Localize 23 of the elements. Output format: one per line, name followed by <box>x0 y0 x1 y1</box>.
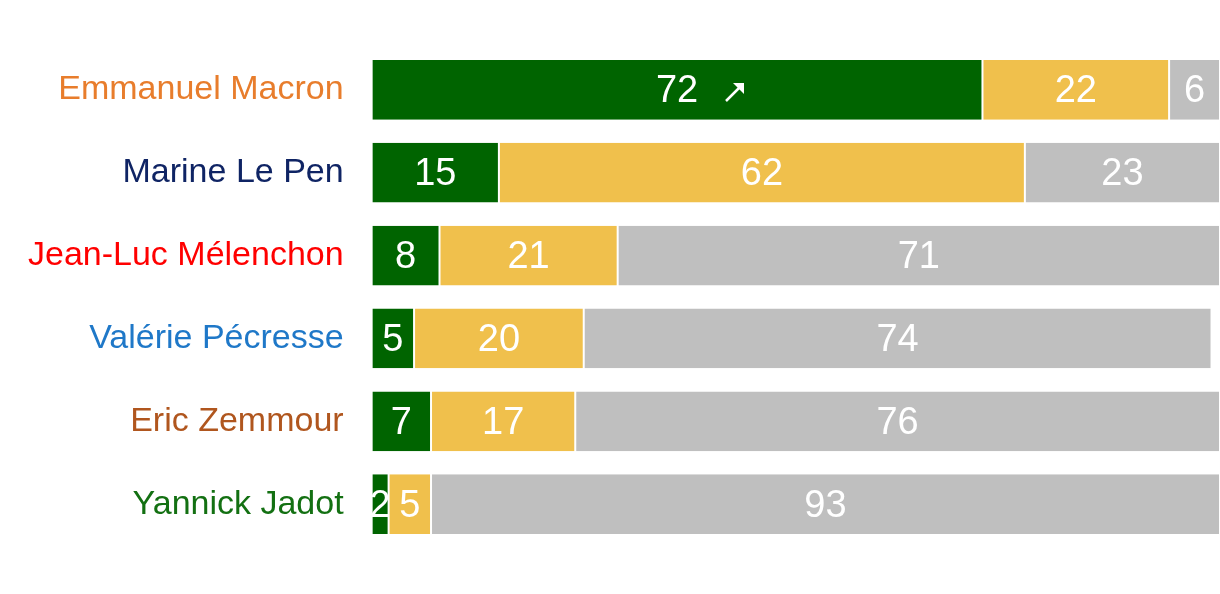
y-tick-label: Eric Zemmour <box>130 399 344 438</box>
data-label: 8 <box>395 234 417 277</box>
data-label: 5 <box>399 482 421 525</box>
data-label: 74 <box>876 316 919 359</box>
y-tick-label: Jean-Luc Mélenchon <box>27 233 344 272</box>
data-label: 20 <box>477 316 521 359</box>
data-label: 17 <box>482 399 525 442</box>
data-label: 5 <box>382 316 404 359</box>
data-label: 7 <box>390 399 412 442</box>
y-tick-label: Valérie Pécresse <box>89 316 344 355</box>
y-tick-label: Marine Le Pen <box>122 151 344 190</box>
data-label: 93 <box>804 482 847 525</box>
data-label: 76 <box>876 399 919 442</box>
y-tick-label: Emmanuel Macron <box>58 68 344 107</box>
y-tick-label: Yannick Jadot <box>132 482 345 521</box>
data-label: 21 <box>507 234 550 277</box>
data-label: 15 <box>414 151 457 194</box>
data-label: 71 <box>897 234 940 277</box>
data-label: 23 <box>1101 151 1144 194</box>
data-label: 22 <box>1054 68 1097 111</box>
data-label: 72 <box>655 68 699 111</box>
data-label: 6 <box>1183 68 1206 111</box>
data-label: 62 <box>740 151 784 194</box>
